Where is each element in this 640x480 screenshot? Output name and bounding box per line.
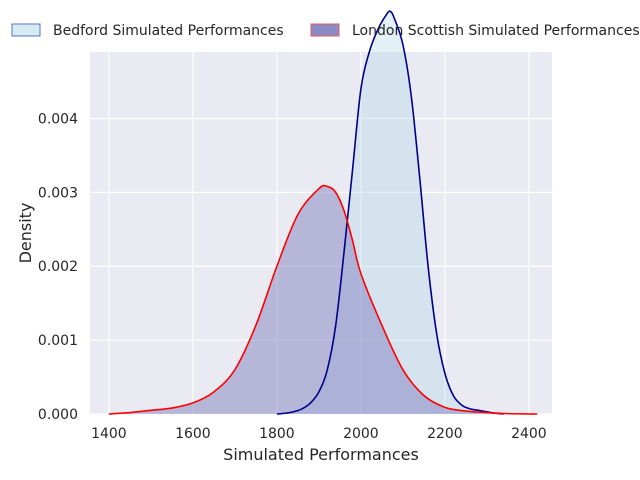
x-axis-ticks: 1400 1600 1800 2000 2200 2400 — [91, 426, 547, 442]
legend-swatch-bedford — [11, 23, 41, 37]
legend-label-london-scottish: London Scottish Simulated Performances — [352, 23, 640, 39]
x-tick-label: 2000 — [343, 426, 379, 442]
series-lines — [108, 10, 538, 415]
x-tick-label: 2400 — [511, 426, 547, 442]
y-tick-label: 0.000 — [38, 407, 78, 423]
density-line-london-scottish — [108, 184, 538, 415]
y-axis-ticks: 0.000 0.001 0.002 0.003 0.004 — [38, 111, 78, 423]
y-tick-label: 0.003 — [38, 185, 78, 201]
series-fills — [108, 11, 538, 415]
y-axis-title: Density — [16, 203, 35, 264]
x-tick-label: 1600 — [175, 426, 211, 442]
density-line-bedford — [276, 10, 504, 415]
legend: Bedford Simulated Performances London Sc… — [11, 23, 640, 39]
density-fill-london-scottish — [108, 185, 538, 415]
x-tick-label: 2200 — [427, 426, 463, 442]
x-tick-label: 1400 — [91, 426, 127, 442]
density-fill-bedford — [276, 11, 504, 414]
y-tick-label: 0.002 — [38, 259, 78, 275]
legend-swatch-london-scottish — [310, 23, 340, 37]
x-axis-title: Simulated Performances — [223, 445, 419, 464]
y-tick-label: 0.001 — [38, 333, 78, 349]
legend-label-bedford: Bedford Simulated Performances — [53, 23, 284, 39]
x-tick-label: 1800 — [259, 426, 295, 442]
y-tick-label: 0.004 — [38, 111, 78, 127]
